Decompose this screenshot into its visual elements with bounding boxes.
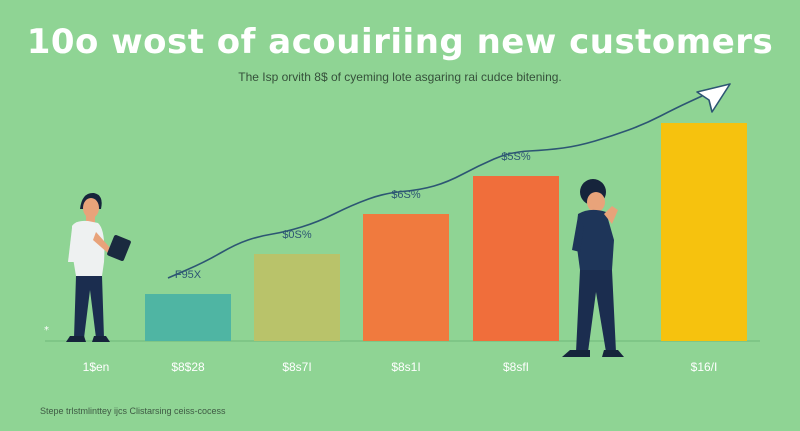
- bar-5: [473, 176, 559, 341]
- data-label-3: $0S%: [282, 229, 312, 241]
- tick-label-3: $8s7I: [282, 360, 311, 374]
- tick-label-1: 1$en: [83, 360, 110, 374]
- tick-label-4: $8s1I: [391, 360, 420, 374]
- tick-label-group: 1$en $8$28 $8s7I $8s1I $8sfI $16/I: [83, 360, 718, 374]
- bar-3: [254, 254, 340, 341]
- tick-label-6: $16/I: [691, 360, 718, 374]
- data-label-2: F95X: [175, 269, 202, 281]
- bar-6: [661, 123, 747, 341]
- bar-4: [363, 214, 449, 341]
- tick-label-2: $8$28: [171, 360, 205, 374]
- axis-tick-mark: *: [44, 325, 49, 336]
- bar-group: [145, 123, 747, 341]
- person-thinking-illustration: [562, 179, 624, 357]
- arrow-head-icon: [696, 83, 731, 113]
- footer-note: Stepe trlstmlinttey ijcs Clistarsing cei…: [40, 406, 226, 416]
- chart-title: 10o wost of acouiriing new customers: [26, 22, 774, 62]
- person-with-tablet-illustration: [66, 192, 131, 342]
- bar-2: [145, 294, 231, 341]
- tick-label-5: $8sfI: [503, 360, 529, 374]
- trend-line: [167, 95, 703, 279]
- chart-subtitle: The Isp orvith 8$ of cyeming lote asgari…: [238, 70, 562, 84]
